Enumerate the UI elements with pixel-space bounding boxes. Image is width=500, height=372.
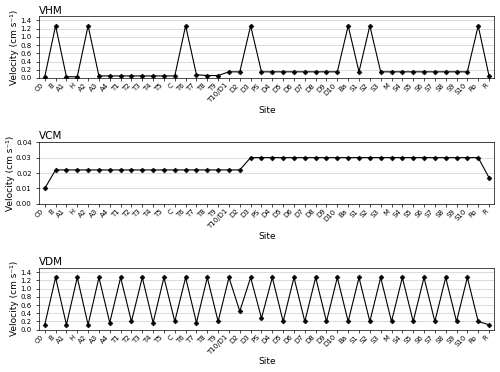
- Text: VCM: VCM: [40, 131, 62, 141]
- Text: VDM: VDM: [40, 257, 64, 267]
- X-axis label: Site: Site: [258, 357, 276, 366]
- X-axis label: Site: Site: [258, 106, 276, 115]
- Y-axis label: Velocity (cm s⁻¹): Velocity (cm s⁻¹): [6, 135, 15, 211]
- Y-axis label: Velocity (cm s⁻¹): Velocity (cm s⁻¹): [10, 261, 19, 337]
- Text: VHM: VHM: [40, 6, 63, 16]
- X-axis label: Site: Site: [258, 232, 276, 241]
- Y-axis label: Velocity (cm s⁻¹): Velocity (cm s⁻¹): [10, 10, 19, 85]
